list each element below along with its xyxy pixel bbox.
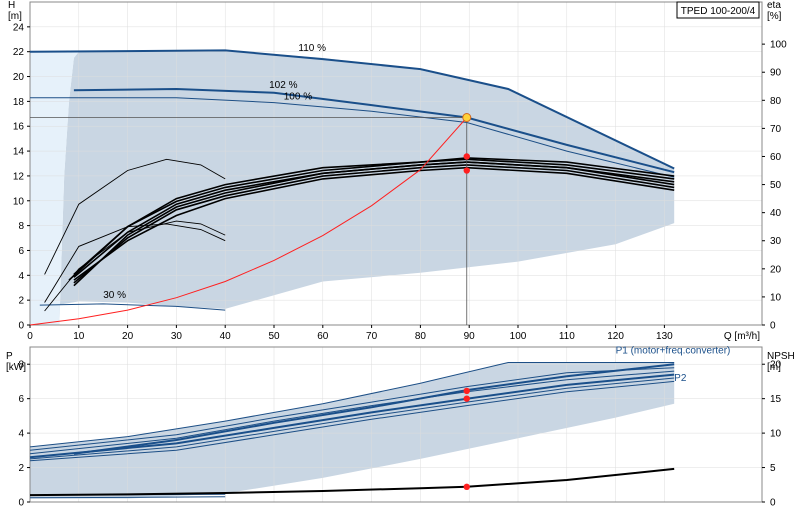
tick-label-right: 5 [770,463,776,474]
duty-point [463,483,470,491]
tick-label-x: 110 [559,331,575,342]
title-box [676,1,760,19]
efficiency-curve [73,166,675,281]
tick-label-right: 0 [770,498,776,509]
tick-label-left: 8 [18,360,24,371]
tick-label-x: 90 [464,331,476,342]
tick-label-left: 20 [13,72,25,83]
annotation-label: 110 % [298,43,326,54]
annotation-label: 102 % [269,80,297,91]
tick-label-left: 14 [13,147,25,158]
annotation-label: 100 % [284,91,312,102]
tick-label-right: 70 [770,124,782,135]
operating-envelope-light [30,51,79,325]
tick-label-left: 16 [13,122,25,133]
efficiency-curve [44,158,226,275]
tick-label-x: 40 [220,331,232,342]
plot-frame [29,1,763,326]
duty-point [463,167,470,174]
y-axis-left-unit: [kW] [6,362,26,373]
duty-point [462,113,472,123]
series-line [73,363,675,455]
tick-label-left: 18 [13,97,25,108]
tick-label-x: 20 [122,331,134,342]
tick-label-x: 60 [317,331,329,342]
tick-label-right: 80 [770,96,782,107]
tick-label-x: 10 [73,331,85,342]
tick-label-right: 90 [770,68,782,79]
operating-envelope [30,50,675,326]
head-efficiency-panel: 110 %102 %100 %30 %024681012141618202224… [8,0,787,342]
tick-label-right: 30 [770,236,782,247]
annotation-label: 30 % [103,290,126,301]
plot-frame [29,346,763,503]
y-axis-right-title: eta [767,0,781,11]
tick-label-right: 50 [770,180,782,191]
series-line [29,367,675,451]
tick-label-left: 24 [13,22,25,33]
tick-label-left: 2 [18,296,24,307]
tick-label-right: 10 [770,292,782,303]
tick-label-x: 50 [268,331,280,342]
tick-label-right: 20 [770,264,782,275]
tick-label-left: 8 [18,221,24,232]
efficiency-curve [73,158,675,275]
tick-label-right: 10 [770,429,782,440]
tick-label-left: 6 [18,246,24,257]
tick-label-x: 0 [27,331,33,342]
series-line [29,373,675,459]
y-axis-right-unit: [m] [767,362,781,373]
y-axis-left-unit: [m] [8,11,22,22]
tick-label-x: 70 [366,331,378,342]
system-curve [29,117,468,326]
series-line [29,49,675,170]
tick-label-x: 130 [656,331,673,342]
tick-label-right: 15 [770,394,782,405]
tick-label-x: 120 [607,331,624,342]
tick-label-left: 12 [13,171,25,182]
tick-label-x: 80 [415,331,427,342]
tick-label-right: 60 [770,152,782,163]
duty-point [463,387,470,395]
tick-label-left: 4 [18,429,24,440]
y-axis-left-title: H [8,0,15,11]
series-line [29,377,675,460]
annotation-label: P1 (motor+freq.converter) [616,346,731,357]
series-line [29,496,226,499]
series-line [29,362,675,448]
x-axis-label: Q [m³/h] [724,331,760,342]
efficiency-curve [44,220,226,312]
y-axis-right-unit: [%] [767,11,782,22]
annotation-label: P2 [674,373,687,384]
efficiency-curve [44,223,226,303]
power-npsh-panel: P1 (motor+freq.converter) P2 0 2 4 6 8 0 5 10 15 20… [6,346,795,509]
series-line [29,380,675,462]
tick-label-left: 2 [18,463,24,474]
duty-point [463,153,470,160]
tick-label-x: 30 [171,331,183,342]
tick-label-left: 4 [18,271,24,282]
tick-label-left: 6 [18,394,24,405]
tick-label-left: 0 [18,498,24,509]
tick-label-right: 0 [770,321,776,332]
operating-envelope [30,362,675,499]
series-line [73,87,675,174]
tick-label-left: 22 [13,47,25,58]
tick-label-right: 20 [770,360,782,371]
series-line [29,370,675,455]
duty-point [463,395,470,402]
series-line [39,303,226,311]
series-line [30,97,675,178]
y-axis-right-title: NPSH [767,351,795,362]
tick-label-right: 40 [770,208,782,219]
chart-title: TPED 100-200/4 [681,6,756,17]
tick-label-x: 100 [510,331,527,342]
tick-label-right: 100 [770,40,787,51]
efficiency-curve [68,157,675,281]
y-axis-left-title: P [6,351,13,362]
tick-label-left: 0 [18,321,24,332]
tick-label-left: 10 [13,196,25,207]
npsh-curve [29,467,675,497]
